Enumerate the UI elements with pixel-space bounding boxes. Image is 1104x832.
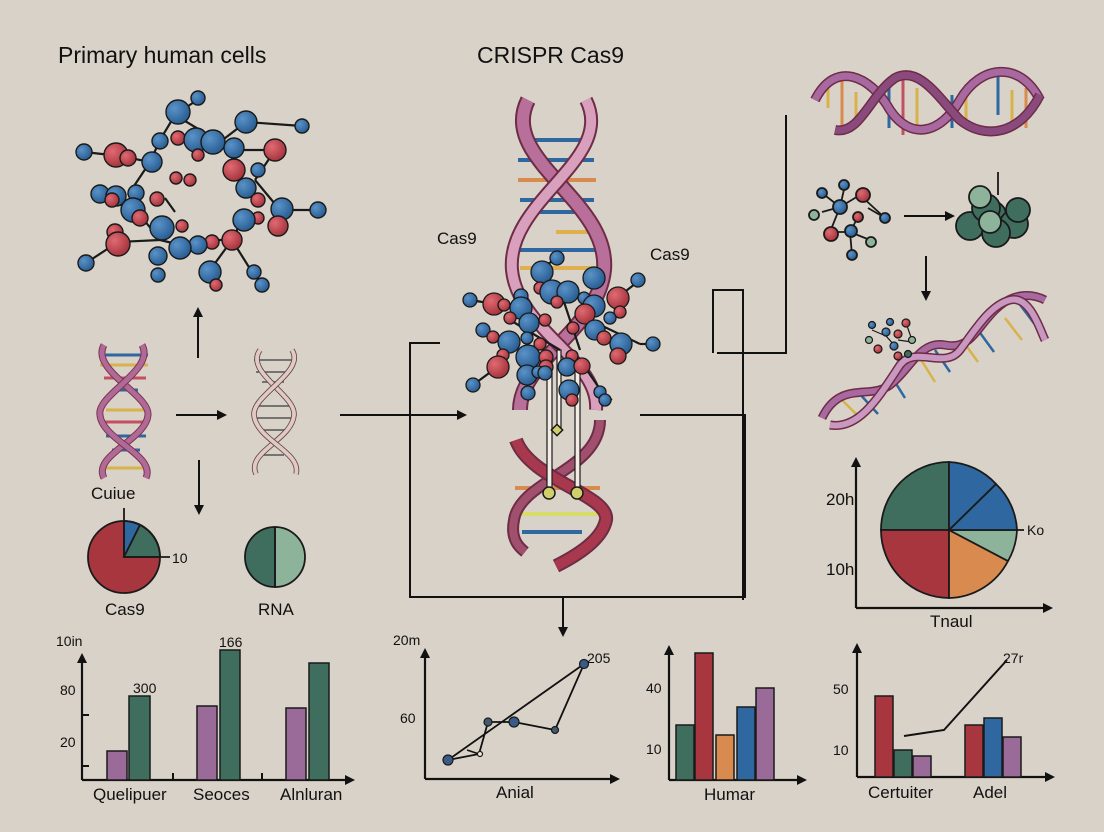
pie-large-marker: Ko — [1027, 522, 1045, 538]
bar3-ytick-10: 10 — [833, 742, 849, 758]
bar2-ytick-10: 10 — [646, 741, 662, 757]
bar2-xlabel: Humar — [704, 785, 756, 804]
bar3-ytick-50: 50 — [833, 681, 849, 697]
title-primary-human-cells: Primary human cells — [58, 42, 267, 68]
pie-large-ytick-bottom: 10h — [826, 560, 855, 579]
dna-helix-top-right — [810, 66, 1045, 137]
bar2-ytick-40: 40 — [646, 680, 662, 696]
dna-helix-diagonal — [817, 291, 1050, 430]
pie-cas9-caption: Cas9 — [105, 600, 145, 619]
line-ylabel-top: 20m — [393, 632, 421, 648]
line-chart — [420, 648, 620, 784]
bar-chart-1 — [77, 649, 355, 785]
bar1-annotation-166: 166 — [219, 634, 243, 650]
dna-helix-small-colored — [96, 343, 152, 480]
bar1-category-3: Alnluran — [280, 785, 343, 804]
molecule-atoms-left — [75, 90, 327, 293]
dna-helix-small-pale — [251, 348, 300, 476]
line-xlabel: Anial — [496, 783, 534, 802]
protein-cluster — [955, 172, 1031, 248]
title-crispr-cas9: CRISPR Cas9 — [477, 42, 624, 68]
pie-chart-cas9 — [87, 508, 170, 594]
molecule-small-right — [808, 179, 891, 261]
bar1-annotation-300: 300 — [133, 680, 157, 696]
label-cas9-left: Cas9 — [437, 229, 477, 248]
bar3-category-2: Adel — [973, 783, 1008, 802]
bar-chart-2 — [664, 645, 807, 785]
pie-cas9-value: 10 — [172, 550, 188, 566]
pie-rna-caption: RNA — [258, 600, 294, 619]
bar3-annotation: 27r — [1003, 650, 1024, 666]
pie-chart-large — [851, 457, 1053, 613]
line-ytick-60: 60 — [400, 710, 416, 726]
bar1-ytick-20: 20 — [60, 734, 76, 750]
molecule-atoms-center — [462, 250, 661, 407]
label-cas9-right: Cas9 — [650, 245, 690, 264]
pie-large-ytick-top: 20h — [826, 490, 855, 509]
label-guide: Cuiue — [91, 484, 136, 503]
dna-helix-central — [504, 96, 613, 573]
bar1-ytick-80: 80 — [60, 682, 76, 698]
bar-chart-3 — [852, 643, 1055, 782]
bar1-ylabel-top: 10in — [56, 633, 83, 649]
bar1-category-2: Seoces — [193, 785, 250, 804]
line-annotation: 205 — [587, 650, 611, 666]
pie-chart-rna — [244, 526, 306, 588]
bar1-category-1: Quelipuer — [93, 785, 167, 804]
pie-large-xlabel: Tnaul — [930, 612, 973, 631]
connector-lines — [340, 115, 787, 637]
bar3-category-1: Certuiter — [868, 783, 934, 802]
